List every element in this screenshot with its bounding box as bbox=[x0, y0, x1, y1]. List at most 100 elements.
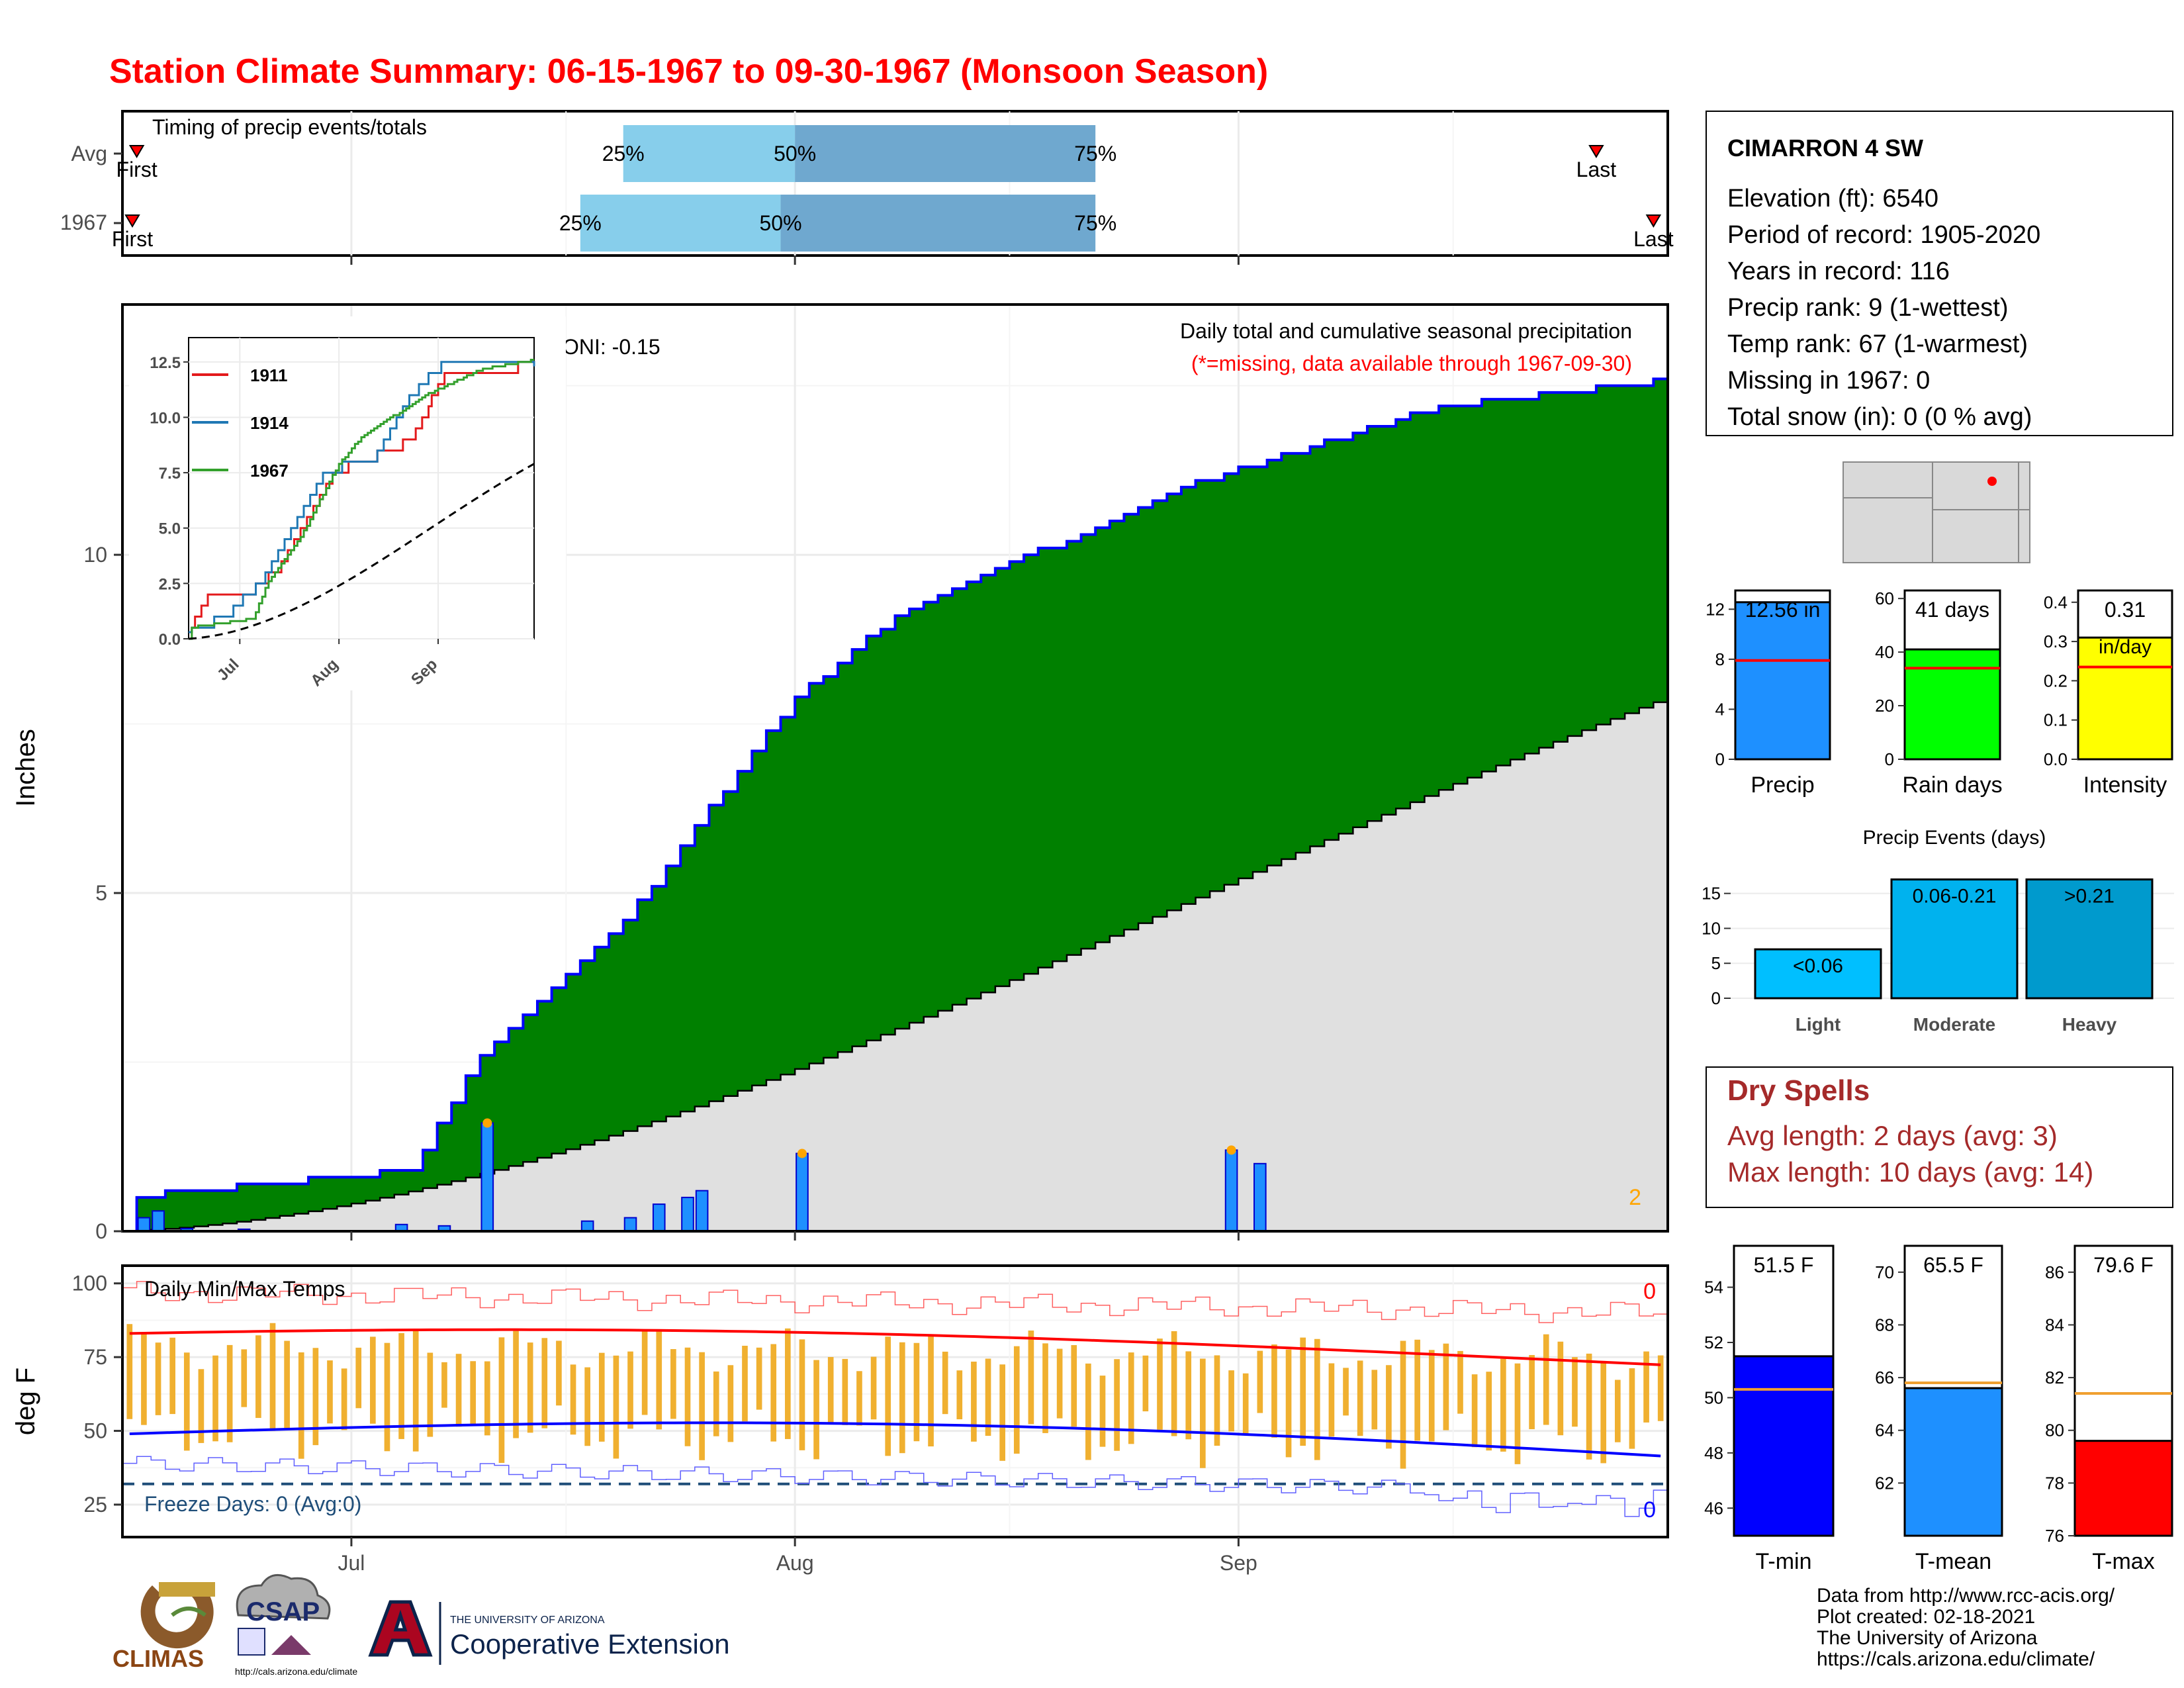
summary-bar-value: 65.5 F bbox=[1923, 1253, 1983, 1277]
summary-bar-label: T-mean bbox=[1915, 1549, 1991, 1574]
daily-temp-range-bar bbox=[355, 1347, 362, 1409]
daily-max-marker bbox=[482, 1118, 492, 1128]
daily-temp-range-bar bbox=[1443, 1343, 1449, 1430]
x-tick-label: Aug bbox=[776, 1551, 814, 1575]
inset-y-tick-label: 2.5 bbox=[159, 575, 181, 593]
legend-1967-label: 1967 bbox=[250, 461, 289, 481]
daily-temp-range-bar bbox=[226, 1344, 233, 1442]
station-line: Total snow (in): 0 (0 % avg) bbox=[1727, 403, 2032, 431]
daily-temp-range-bar bbox=[1071, 1345, 1077, 1427]
temp-y-tick-label: 25 bbox=[83, 1493, 107, 1517]
daily-temp-range-bar bbox=[1557, 1341, 1564, 1436]
inset-y-tick-label: 0.0 bbox=[159, 631, 181, 649]
daily-temp-range-bar bbox=[1371, 1370, 1378, 1430]
credits: Data from http://www.rcc-acis.org/ Plot … bbox=[1817, 1585, 2115, 1670]
daily-temp-range-bar bbox=[1357, 1360, 1363, 1436]
timing-pct-label: 50% bbox=[760, 211, 802, 235]
daily-temp-range-bar bbox=[1529, 1354, 1535, 1430]
summary-tick-label: 20 bbox=[1875, 696, 1894, 716]
timing-iqr-lower bbox=[623, 125, 796, 182]
inset-series-1967 bbox=[189, 358, 534, 640]
first-event-label: First bbox=[112, 227, 153, 251]
daily-temp-range-bar bbox=[870, 1356, 877, 1420]
summary-bar bbox=[1903, 648, 2001, 761]
events-bar bbox=[2025, 878, 2154, 1000]
page-title: Station Climate Summary: 06-15-1967 to 0… bbox=[109, 52, 1268, 91]
events-tick-label: 5 bbox=[1711, 953, 1721, 973]
daily-temp-range-bar bbox=[1643, 1351, 1649, 1423]
daily-temp-range-bar bbox=[1629, 1368, 1635, 1449]
precip-events-title: Precip Events (days) bbox=[1863, 827, 2046, 849]
climas-logo-text: CLIMAS bbox=[113, 1645, 204, 1672]
freeze-days-label: Freeze Days: 0 (Avg:0) bbox=[144, 1492, 361, 1516]
daily-precip-bar bbox=[152, 1210, 165, 1232]
events-tick-label: 0 bbox=[1711, 988, 1721, 1008]
summary-tick-label: 46 bbox=[1704, 1498, 1723, 1518]
daily-temp-range-bar bbox=[1028, 1330, 1034, 1425]
daily-temp-range-bar bbox=[670, 1349, 676, 1419]
last-event-marker bbox=[1588, 145, 1604, 158]
temp-y-tick-label: 50 bbox=[83, 1419, 107, 1443]
daily-temp-range-bar bbox=[155, 1342, 161, 1415]
summary-tick-label: 78 bbox=[2045, 1473, 2064, 1493]
summary-tick-label: 68 bbox=[1875, 1315, 1894, 1335]
summary-bar bbox=[1733, 1355, 1835, 1537]
daily-temp-range-bar bbox=[1085, 1363, 1091, 1460]
timing-pct-label: 75% bbox=[1074, 211, 1116, 235]
daily-temp-range-bar bbox=[1042, 1343, 1048, 1433]
station-line: Precip rank: 9 (1-wettest) bbox=[1727, 294, 2008, 322]
daily-temp-range-bar bbox=[727, 1365, 734, 1442]
events-tick-label: 10 bbox=[1702, 918, 1721, 938]
record-max-line bbox=[122, 1281, 1668, 1323]
timing-pct-label: 25% bbox=[559, 211, 602, 235]
summary-tick-label: 64 bbox=[1875, 1421, 1894, 1440]
daily-temp-range-bar bbox=[498, 1337, 505, 1463]
station-name: CIMARRON 4 SW bbox=[1727, 134, 1923, 162]
daily-temp-range-bar bbox=[584, 1367, 590, 1446]
daily-temp-range-bar bbox=[126, 1324, 133, 1419]
daily-temp-range-bar bbox=[198, 1369, 205, 1443]
locator-map bbox=[1843, 461, 2030, 563]
timing-pct-label: 50% bbox=[774, 142, 816, 165]
daily-temp-range-bar bbox=[1471, 1374, 1478, 1448]
daily-temp-range-bar bbox=[384, 1342, 390, 1452]
daily-precip-bar bbox=[681, 1196, 694, 1233]
summary-tick-label: 0 bbox=[1885, 749, 1894, 769]
daily-temp-range-bar bbox=[141, 1333, 147, 1425]
daily-temp-range-bar bbox=[1271, 1344, 1277, 1438]
inset-average-line bbox=[188, 463, 535, 640]
inset-y-tick-label: 7.5 bbox=[159, 465, 181, 483]
timing-row-year-label: 1967 bbox=[60, 211, 107, 234]
timing-label: Timing of precip events/totals bbox=[152, 115, 427, 139]
daily-temp-range-bar bbox=[1600, 1362, 1607, 1464]
daily-temp-range-bar bbox=[455, 1354, 462, 1427]
station-line: Period of record: 1905-2020 bbox=[1727, 221, 2040, 249]
daily-precip-bar bbox=[137, 1217, 151, 1232]
station-line: Elevation (ft): 6540 bbox=[1727, 185, 1938, 212]
credit-line: Data from http://www.rcc-acis.org/ bbox=[1817, 1585, 2115, 1607]
daily-temp-range-bar bbox=[570, 1364, 576, 1435]
precip-y-label: Inches bbox=[11, 729, 40, 807]
daily-temp-range-bar bbox=[856, 1371, 862, 1426]
daily-temp-range-bar bbox=[1099, 1376, 1106, 1447]
summary-tick-label: 0.1 bbox=[2044, 710, 2068, 730]
daily-temp-range-bar bbox=[1171, 1331, 1177, 1436]
temp-y-label: deg F bbox=[11, 1368, 40, 1435]
inset-y-tick-label: 5.0 bbox=[159, 520, 181, 538]
daily-temp-range-bar bbox=[441, 1362, 447, 1408]
daily-temp-range-bar bbox=[1157, 1338, 1163, 1430]
legend-1911-label: 1911 bbox=[250, 365, 287, 385]
summary-tick-label: 54 bbox=[1704, 1278, 1723, 1297]
daily-temp-range-bar bbox=[1457, 1350, 1463, 1414]
daily-max-marker bbox=[1226, 1145, 1236, 1155]
csap-logo-text: CSAP bbox=[246, 1597, 320, 1626]
daily-temp-range-bar bbox=[1615, 1380, 1621, 1442]
temp-series bbox=[122, 1281, 1668, 1517]
daily-temp-range-bar bbox=[1314, 1338, 1320, 1460]
daily-temp-range-bar bbox=[613, 1355, 619, 1459]
last-event-marker bbox=[1645, 214, 1662, 228]
summary-bar-value: 79.6 F bbox=[2093, 1253, 2154, 1277]
daily-temp-range-bar bbox=[842, 1358, 848, 1425]
inset-series bbox=[188, 358, 535, 640]
precip-y-tick-label: 5 bbox=[95, 881, 107, 905]
